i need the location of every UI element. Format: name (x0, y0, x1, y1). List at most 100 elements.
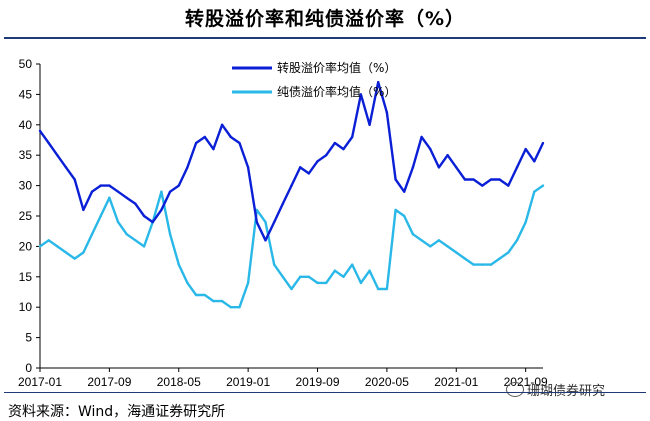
y-tick-label: 10 (19, 300, 33, 314)
data-point (524, 147, 527, 151)
data-point (264, 220, 267, 224)
data-point (541, 184, 545, 187)
y-tick-label: 30 (19, 179, 33, 193)
data-point (307, 172, 311, 175)
wechat-icon (506, 382, 524, 397)
title-rule (4, 37, 646, 39)
data-point (368, 123, 371, 127)
data-point (394, 178, 397, 181)
y-tick-label: 15 (19, 270, 33, 284)
data-point (324, 281, 328, 285)
data-point (90, 190, 94, 193)
y-tick-label: 5 (25, 331, 32, 345)
data-point (116, 220, 120, 224)
data-point (359, 281, 363, 285)
data-point (82, 251, 85, 254)
data-point (177, 184, 180, 187)
data-point (411, 233, 415, 236)
data-point (385, 287, 389, 291)
data-point (73, 257, 76, 260)
data-point (533, 160, 536, 163)
data-point (177, 263, 180, 266)
data-point (403, 214, 406, 218)
data-point (377, 287, 380, 291)
data-point (342, 275, 345, 278)
data-point (64, 251, 68, 254)
data-point (368, 269, 371, 272)
data-point (229, 135, 232, 139)
data-point (47, 239, 50, 242)
watermark: 珊瑚债券研究 (506, 380, 605, 399)
x-tick-label: 2017-01 (18, 375, 62, 389)
data-point (533, 190, 536, 193)
y-tick-label: 40 (19, 118, 33, 132)
x-tick-label: 2017-09 (87, 375, 131, 389)
data-point (64, 166, 68, 169)
data-point (186, 281, 189, 285)
data-point (455, 166, 458, 169)
series-layer (38, 81, 545, 309)
data-point (463, 257, 467, 260)
data-point (38, 129, 42, 133)
data-point (264, 239, 267, 242)
data-point (220, 123, 224, 127)
data-point (168, 190, 172, 193)
data-point (142, 245, 146, 248)
y-tick-label: 0 (25, 361, 32, 375)
data-point (272, 263, 276, 266)
data-point (377, 81, 380, 84)
data-point (220, 299, 224, 303)
data-point (212, 147, 215, 151)
chart-title: 转股溢价率和纯债溢价率（%） (184, 8, 466, 30)
source-note: 资料来源：Wind，海通证券研究所 (8, 404, 226, 420)
data-point (515, 239, 519, 242)
x-tick-label: 2020-05 (365, 375, 409, 389)
data-point (429, 147, 432, 151)
x-tick-label: 2019-01 (226, 375, 270, 389)
data-point (73, 178, 76, 181)
data-point (437, 166, 441, 169)
data-point (281, 202, 285, 206)
data-point (255, 220, 259, 224)
y-tick-label: 45 (19, 87, 33, 101)
x-tick-label: 2018-05 (157, 375, 201, 389)
data-point (142, 214, 146, 218)
data-point (229, 306, 232, 309)
data-point (541, 141, 545, 145)
data-point (298, 275, 302, 278)
data-point (298, 166, 302, 169)
data-point (385, 111, 389, 114)
data-point (194, 141, 198, 145)
data-point (108, 196, 111, 199)
y-tick-label: 50 (19, 57, 33, 71)
x-tick-label: 2021-01 (434, 375, 478, 389)
data-point (134, 202, 137, 206)
data-point (203, 135, 206, 139)
data-point (472, 263, 475, 266)
y-tick-label: 20 (19, 239, 33, 253)
data-point (498, 178, 501, 181)
data-point (446, 154, 449, 157)
legend-label: 转股溢价率均值（%） (277, 60, 396, 75)
data-point (411, 166, 415, 169)
x-tick-label: 2019-09 (295, 375, 339, 389)
data-point (134, 239, 137, 242)
data-point (507, 251, 510, 254)
data-point (246, 281, 250, 285)
data-point (333, 141, 337, 145)
data-point (108, 184, 111, 187)
data-point (56, 154, 59, 157)
data-point (238, 306, 241, 309)
data-point (463, 178, 467, 181)
data-point (316, 281, 319, 285)
data-point (481, 263, 484, 266)
data-point (403, 190, 406, 193)
data-point (316, 160, 319, 163)
data-point (524, 220, 527, 224)
data-point (90, 233, 94, 236)
data-point (47, 141, 50, 145)
y-tick-label: 35 (19, 148, 33, 162)
data-point (194, 293, 198, 297)
watermark-text: 珊瑚债券研究 (527, 384, 606, 399)
data-point (351, 263, 354, 266)
